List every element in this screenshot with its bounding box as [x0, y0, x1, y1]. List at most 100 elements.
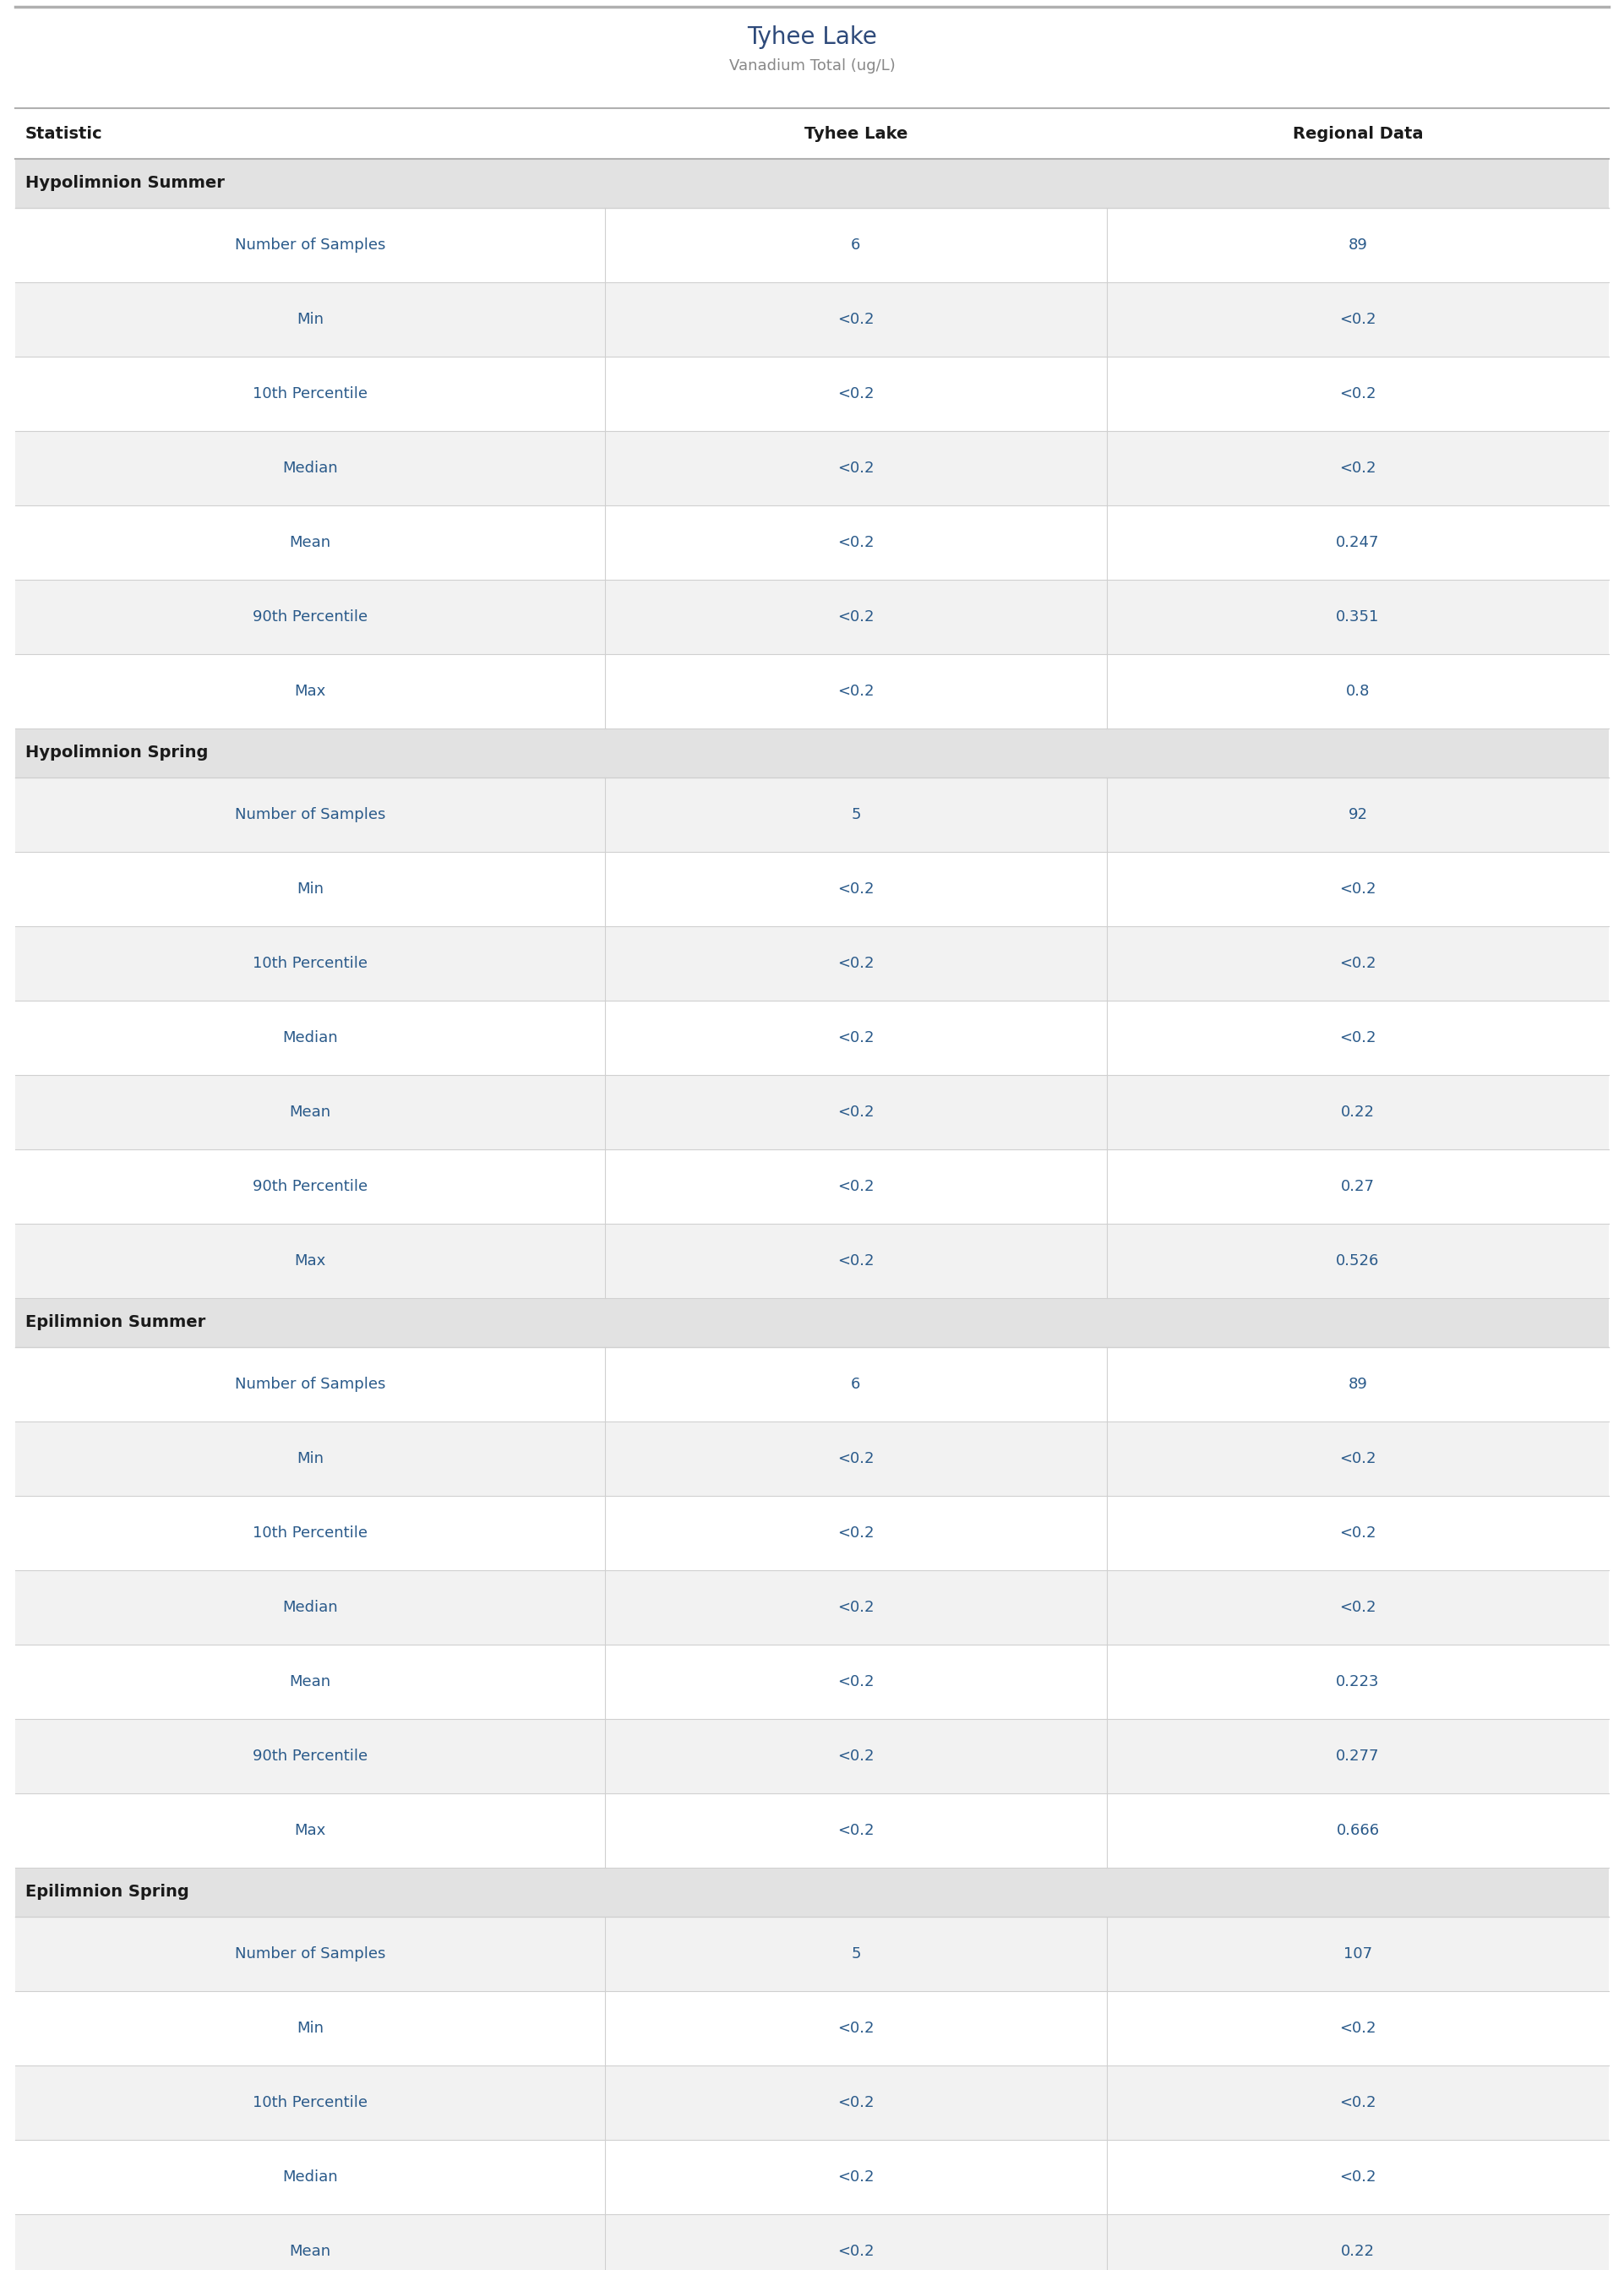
- Bar: [15, 1298, 1609, 1346]
- Text: <0.2: <0.2: [838, 1253, 874, 1269]
- Bar: [15, 1793, 1609, 1868]
- Text: 10th Percentile: 10th Percentile: [253, 2095, 367, 2111]
- Text: 6: 6: [851, 1376, 861, 1392]
- Text: Min: Min: [297, 1451, 323, 1466]
- Bar: [15, 1991, 1609, 2066]
- Text: Vanadium Total (ug/L): Vanadium Total (ug/L): [729, 59, 895, 73]
- Bar: [15, 1076, 1609, 1149]
- Text: Median: Median: [283, 1031, 338, 1046]
- Bar: [15, 1421, 1609, 1496]
- Text: <0.2: <0.2: [838, 1675, 874, 1689]
- Text: 5: 5: [851, 1945, 861, 1961]
- Text: Mean: Mean: [289, 536, 331, 549]
- Text: Number of Samples: Number of Samples: [234, 808, 385, 822]
- Text: Median: Median: [283, 2170, 338, 2184]
- Text: <0.2: <0.2: [1340, 386, 1376, 402]
- Text: Mean: Mean: [289, 1675, 331, 1689]
- Bar: [15, 1916, 1609, 1991]
- Text: 92: 92: [1348, 808, 1367, 822]
- Text: <0.2: <0.2: [1340, 311, 1376, 327]
- Text: <0.2: <0.2: [1340, 2170, 1376, 2184]
- Text: <0.2: <0.2: [838, 2020, 874, 2036]
- Text: 5: 5: [851, 808, 861, 822]
- Text: <0.2: <0.2: [838, 2243, 874, 2259]
- Text: 0.277: 0.277: [1337, 1748, 1379, 1764]
- Text: 90th Percentile: 90th Percentile: [252, 1748, 367, 1764]
- Bar: [15, 1224, 1609, 1298]
- Bar: [15, 506, 1609, 579]
- Bar: [15, 579, 1609, 654]
- Text: 0.8: 0.8: [1346, 683, 1369, 699]
- Text: Number of Samples: Number of Samples: [234, 1376, 385, 1392]
- Text: <0.2: <0.2: [838, 608, 874, 624]
- Text: <0.2: <0.2: [838, 1748, 874, 1764]
- Bar: [15, 1149, 1609, 1224]
- Text: <0.2: <0.2: [838, 2170, 874, 2184]
- Bar: [15, 1868, 1609, 1916]
- Text: Tyhee Lake: Tyhee Lake: [804, 125, 908, 141]
- Bar: [15, 926, 1609, 1001]
- Text: <0.2: <0.2: [838, 386, 874, 402]
- Text: 0.223: 0.223: [1337, 1675, 1379, 1689]
- Text: <0.2: <0.2: [838, 2095, 874, 2111]
- Text: <0.2: <0.2: [1340, 1451, 1376, 1466]
- Bar: [15, 356, 1609, 431]
- Text: 0.27: 0.27: [1341, 1178, 1374, 1194]
- Text: 107: 107: [1343, 1945, 1372, 1961]
- Bar: [15, 1346, 1609, 1421]
- Text: Statistic: Statistic: [26, 125, 102, 141]
- Text: Epilimnion Summer: Epilimnion Summer: [26, 1314, 206, 1330]
- Bar: [15, 1718, 1609, 1793]
- Text: Max: Max: [294, 1823, 326, 1839]
- Text: <0.2: <0.2: [838, 311, 874, 327]
- Text: <0.2: <0.2: [838, 1525, 874, 1541]
- Text: Mean: Mean: [289, 1105, 331, 1119]
- Text: 10th Percentile: 10th Percentile: [253, 386, 367, 402]
- Text: <0.2: <0.2: [838, 1823, 874, 1839]
- Text: <0.2: <0.2: [1340, 1600, 1376, 1614]
- Text: Max: Max: [294, 683, 326, 699]
- Bar: [15, 729, 1609, 779]
- Text: Mean: Mean: [289, 2243, 331, 2259]
- Bar: [15, 1571, 1609, 1643]
- Text: Min: Min: [297, 881, 323, 897]
- Text: Min: Min: [297, 311, 323, 327]
- Text: Median: Median: [283, 1600, 338, 1614]
- Text: 0.22: 0.22: [1341, 2243, 1374, 2259]
- Text: 90th Percentile: 90th Percentile: [252, 608, 367, 624]
- Text: 0.526: 0.526: [1337, 1253, 1379, 1269]
- Bar: [15, 1001, 1609, 1076]
- Bar: [15, 2066, 1609, 2141]
- Text: 0.247: 0.247: [1337, 536, 1379, 549]
- Bar: [15, 2141, 1609, 2213]
- Text: 0.22: 0.22: [1341, 1105, 1374, 1119]
- Bar: [15, 779, 1609, 851]
- Text: <0.2: <0.2: [1340, 881, 1376, 897]
- Text: <0.2: <0.2: [1340, 461, 1376, 477]
- Text: <0.2: <0.2: [838, 956, 874, 972]
- Bar: [15, 209, 1609, 281]
- Text: <0.2: <0.2: [838, 1105, 874, 1119]
- Text: <0.2: <0.2: [1340, 2095, 1376, 2111]
- Bar: [15, 654, 1609, 729]
- Text: Regional Data: Regional Data: [1293, 125, 1423, 141]
- Bar: [15, 431, 1609, 506]
- Text: 89: 89: [1348, 1376, 1367, 1392]
- Text: Max: Max: [294, 1253, 326, 1269]
- Text: <0.2: <0.2: [1340, 1031, 1376, 1046]
- Text: Hypolimnion Spring: Hypolimnion Spring: [26, 745, 208, 760]
- Text: Tyhee Lake: Tyhee Lake: [747, 25, 877, 50]
- Text: Median: Median: [283, 461, 338, 477]
- Text: 90th Percentile: 90th Percentile: [252, 1178, 367, 1194]
- Text: 10th Percentile: 10th Percentile: [253, 956, 367, 972]
- Text: <0.2: <0.2: [838, 683, 874, 699]
- Text: Number of Samples: Number of Samples: [234, 1945, 385, 1961]
- Text: 6: 6: [851, 238, 861, 252]
- Bar: [15, 159, 1609, 209]
- Text: Number of Samples: Number of Samples: [234, 238, 385, 252]
- Text: <0.2: <0.2: [838, 1600, 874, 1614]
- Text: <0.2: <0.2: [1340, 2020, 1376, 2036]
- Text: <0.2: <0.2: [838, 461, 874, 477]
- Text: <0.2: <0.2: [1340, 956, 1376, 972]
- Bar: [15, 2213, 1609, 2270]
